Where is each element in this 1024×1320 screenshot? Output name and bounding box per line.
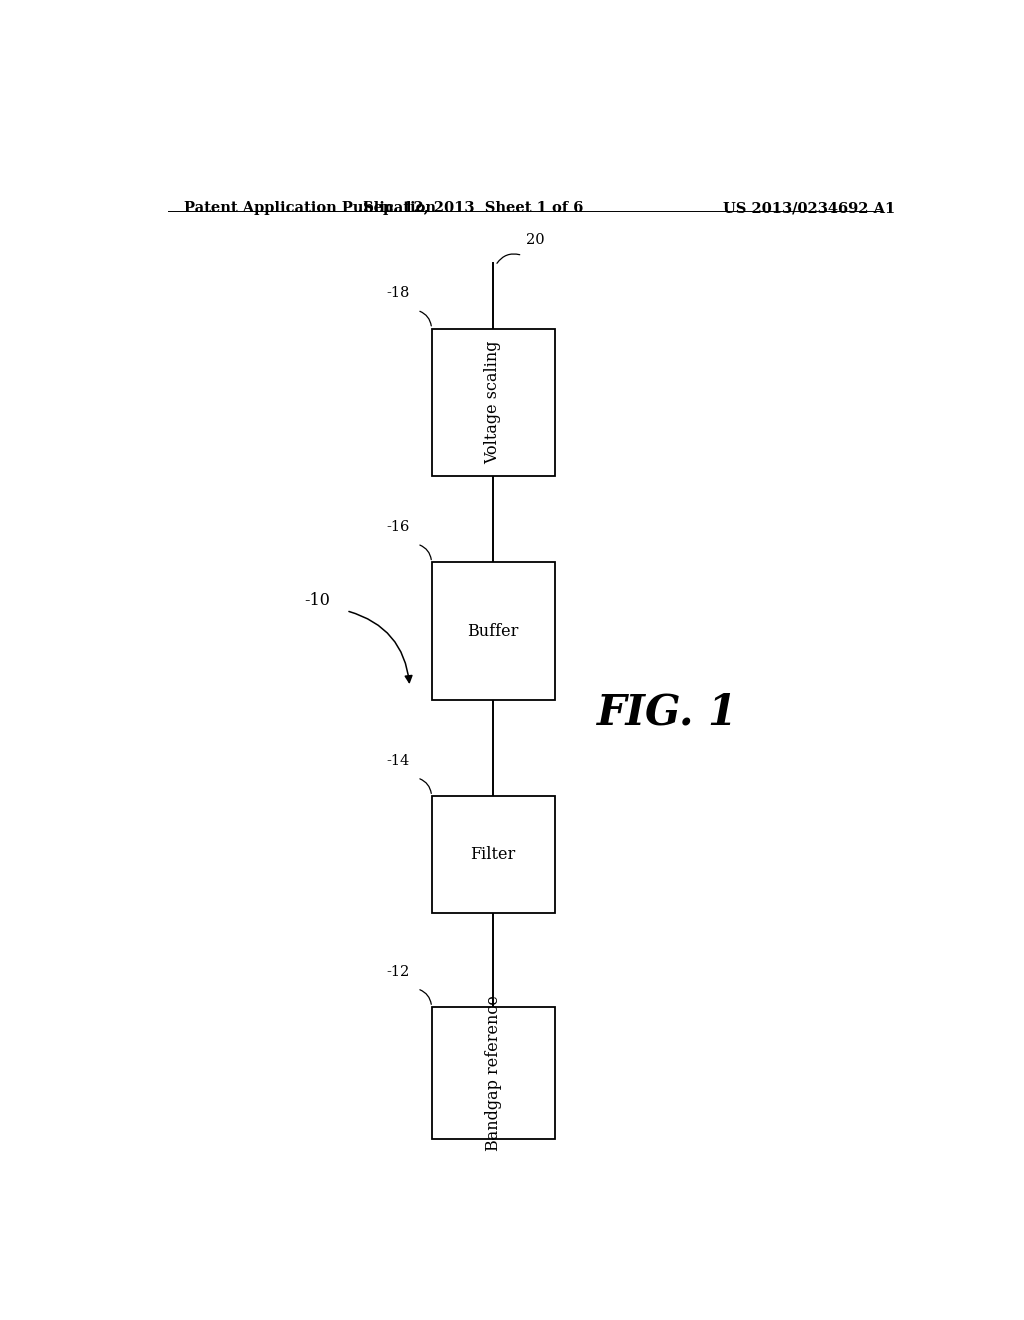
Text: Buffer: Buffer — [467, 623, 519, 639]
Text: Patent Application Publication: Patent Application Publication — [183, 201, 435, 215]
Bar — [431, 1007, 555, 1139]
Text: Bandgap reference: Bandgap reference — [484, 995, 502, 1151]
Text: -18: -18 — [386, 286, 410, 300]
Text: -12: -12 — [386, 965, 410, 978]
Text: Voltage scaling: Voltage scaling — [484, 341, 502, 465]
Text: Sep. 12, 2013  Sheet 1 of 6: Sep. 12, 2013 Sheet 1 of 6 — [364, 201, 584, 215]
Text: US 2013/0234692 A1: US 2013/0234692 A1 — [723, 201, 895, 215]
Text: -10: -10 — [304, 593, 331, 609]
Text: FIG. 1: FIG. 1 — [597, 692, 738, 734]
Bar — [431, 796, 555, 913]
Bar — [431, 329, 555, 477]
Text: Filter: Filter — [470, 846, 516, 863]
Text: -16: -16 — [386, 520, 410, 535]
Bar — [431, 562, 555, 700]
Text: 20: 20 — [526, 234, 545, 247]
Text: -14: -14 — [386, 754, 410, 768]
